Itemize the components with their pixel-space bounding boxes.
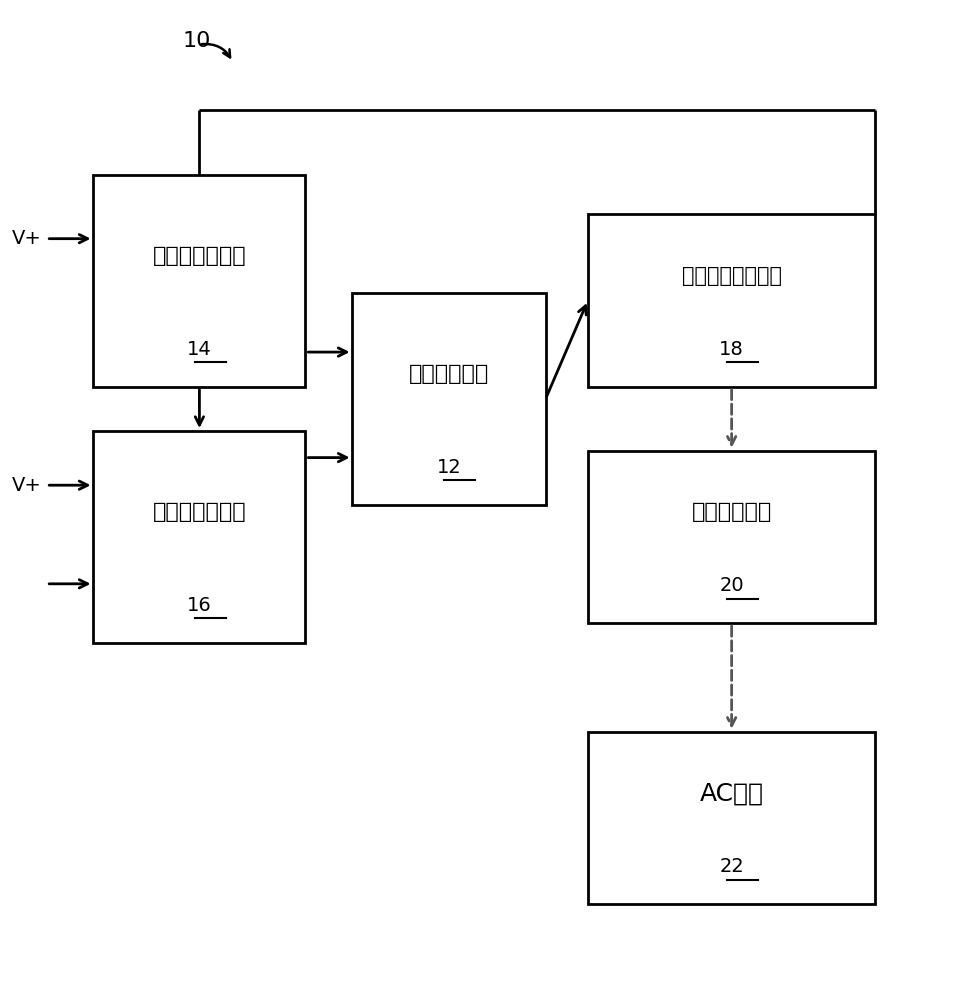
Bar [588,214,875,387]
Text: 12: 12 [437,458,461,477]
Bar [94,431,306,643]
Text: 对称控制电路: 对称控制电路 [409,364,489,384]
Text: 16: 16 [187,596,212,615]
Text: V+: V+ [12,476,42,495]
Text: 22: 22 [719,857,744,876]
Bar [588,451,875,623]
Text: 栅极驱动电路: 栅极驱动电路 [691,502,772,522]
Text: 20: 20 [719,576,744,595]
Bar [353,293,545,505]
Text: 纹波滤波器电路: 纹波滤波器电路 [153,502,247,522]
Text: V+: V+ [12,229,42,248]
Text: AC开关: AC开关 [700,781,764,805]
Bar [94,175,306,387]
Text: 14: 14 [187,340,212,359]
Text: 18: 18 [719,340,744,359]
Text: 导通时段定时电路: 导通时段定时电路 [682,266,781,286]
Text: 过零检测器电路: 过零检测器电路 [153,246,247,266]
Text: 10: 10 [183,31,212,51]
Bar [588,732,875,904]
